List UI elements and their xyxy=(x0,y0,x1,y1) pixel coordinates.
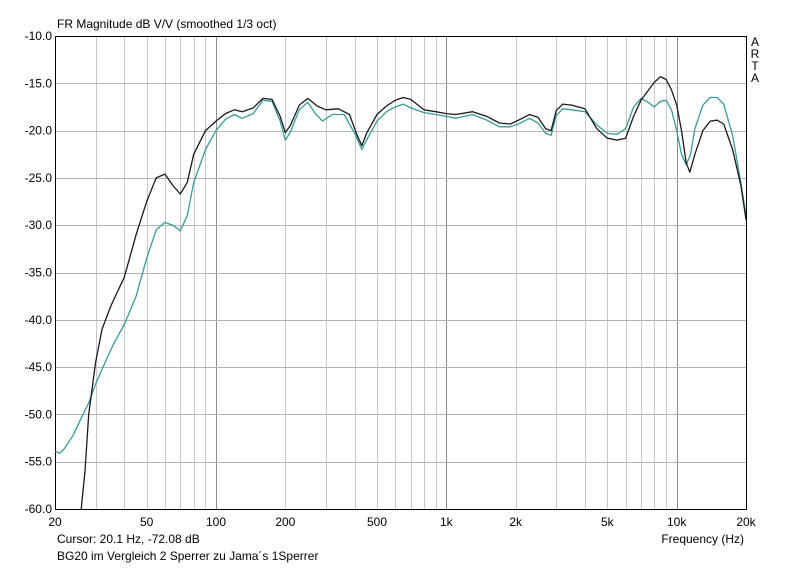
brand-letter: T xyxy=(751,59,759,73)
chart-title: FR Magnitude dB V/V (smoothed 1/3 oct) xyxy=(57,17,277,31)
y-tick-label: -15.0 xyxy=(25,76,53,90)
x-tick-label: 100 xyxy=(206,515,226,529)
y-tick-label: -20.0 xyxy=(25,124,53,138)
y-tick-label: -50.0 xyxy=(25,407,53,421)
series-line-2 xyxy=(55,96,746,454)
brand-letter: R xyxy=(750,47,760,61)
x-tick-label: 200 xyxy=(275,515,295,529)
x-tick-label: 20 xyxy=(48,515,62,529)
y-tick-label: -30.0 xyxy=(25,218,53,232)
x-tick-label: 1k xyxy=(440,515,454,529)
x-tick-label: 10k xyxy=(667,515,687,529)
x-axis-label: Frequency (Hz) xyxy=(661,532,744,546)
x-tick-label: 500 xyxy=(367,515,387,529)
plot-frame xyxy=(55,36,747,510)
x-tick-label: 20k xyxy=(736,515,756,529)
y-tick-label: -55.0 xyxy=(25,455,53,469)
cursor-readout: Cursor: 20.1 Hz, -72.08 dB xyxy=(57,532,200,546)
caption: BG20 im Vergleich 2 Sperrer zu Jama´s 1S… xyxy=(57,549,319,563)
y-tick-label: -45.0 xyxy=(25,360,53,374)
y-tick-label: -25.0 xyxy=(25,171,53,185)
x-tick-label: 50 xyxy=(140,515,154,529)
y-tick-label: -40.0 xyxy=(25,313,53,327)
brand-letter: A xyxy=(750,71,759,85)
x-tick-label: 2k xyxy=(509,515,523,529)
y-tick-label: -35.0 xyxy=(25,266,53,280)
y-tick-label: -10.0 xyxy=(25,29,53,43)
y-tick-label: -60.0 xyxy=(25,502,53,516)
series-line-1 xyxy=(80,76,746,509)
brand-letter: A xyxy=(750,35,759,49)
x-tick-label: 5k xyxy=(601,515,615,529)
